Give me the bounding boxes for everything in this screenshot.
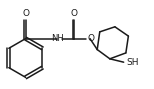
Text: O: O [22, 9, 29, 18]
Text: NH: NH [51, 34, 64, 43]
Text: SH: SH [127, 58, 139, 67]
Text: O: O [88, 34, 95, 43]
Text: O: O [71, 9, 78, 18]
